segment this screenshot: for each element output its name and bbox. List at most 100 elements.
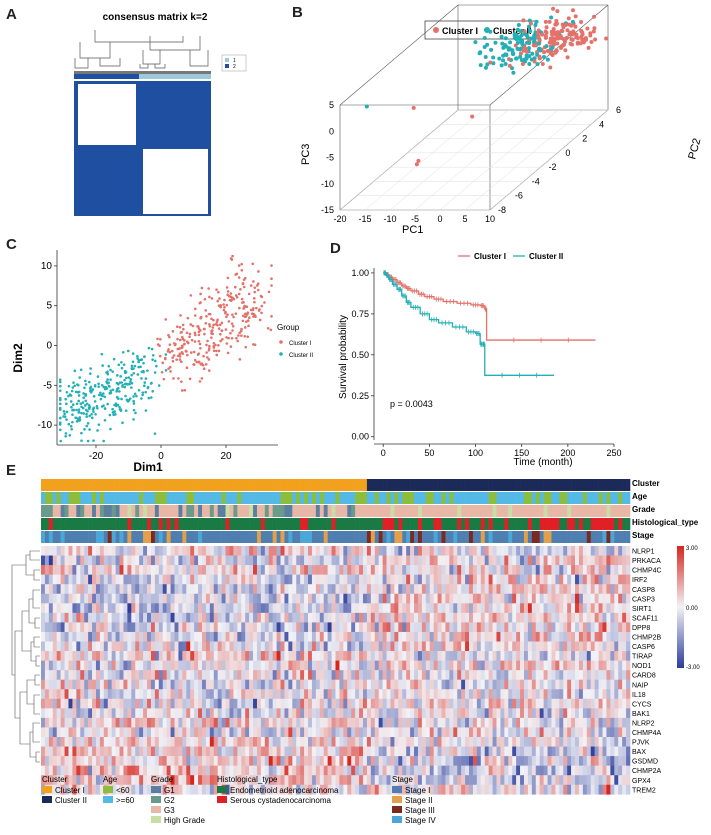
tsne-point-cluster2	[147, 396, 151, 400]
tsne-point-cluster2	[149, 382, 153, 385]
tsne-point-cluster2	[121, 385, 124, 388]
tsne-point-cluster2	[164, 353, 168, 356]
pca-point	[593, 37, 598, 42]
tsne-point-cluster1	[253, 290, 257, 294]
tsne-point-cluster1	[210, 317, 213, 321]
tsne-point-cluster1	[207, 346, 211, 350]
tsne-point-cluster2	[86, 422, 90, 425]
panel-letter-e: E	[6, 462, 17, 479]
tsne-point-cluster2	[117, 397, 120, 400]
pca-xtick: -15	[358, 214, 371, 224]
tsne-point-cluster2	[88, 387, 92, 390]
tsne-point-cluster2	[131, 352, 135, 355]
legend-grade-label-3: G3	[164, 806, 175, 815]
tsne-point-cluster2	[80, 411, 83, 415]
tsne-point-cluster1	[158, 354, 162, 358]
pca-point	[470, 114, 475, 119]
tsne-point-cluster1	[180, 380, 183, 383]
pca-point	[544, 25, 549, 30]
pca-point	[544, 44, 549, 49]
tsne-point-cluster1	[235, 336, 238, 340]
tsne-point-cluster1	[156, 337, 159, 341]
pca-point	[524, 49, 529, 54]
tsne-point-cluster2	[94, 412, 97, 416]
tsne-point-cluster1	[241, 319, 245, 323]
tsne-point-cluster1	[181, 323, 185, 327]
tsne-point-cluster2	[120, 360, 123, 364]
pca-point	[569, 42, 574, 47]
tsne-point-cluster1	[210, 332, 213, 335]
heatmap-row-labels: NLRP1 PRKACA CHMP4C IRF2 CASP8 CASP3 SIRT1 SCAF…	[632, 549, 662, 795]
tsne-point-cluster1	[215, 288, 218, 291]
tsne-point-cluster2	[132, 395, 135, 398]
pca-point	[524, 56, 529, 61]
tsne-point-cluster1	[257, 309, 261, 312]
pca-point	[573, 14, 578, 19]
pca-point	[497, 56, 502, 61]
pca-point	[536, 41, 541, 46]
pca-point	[528, 29, 533, 34]
tsne-point-cluster2	[70, 405, 73, 409]
pca-point	[552, 42, 557, 47]
tsne-point-cluster2	[116, 403, 120, 407]
pca-point	[414, 162, 419, 167]
tsne-point-cluster2	[137, 360, 140, 364]
heatmap-annotation-tracks	[41, 479, 631, 543]
tsne-point-cluster2	[102, 392, 105, 395]
pca-ylabel: PC2	[686, 137, 703, 161]
tsne-point-cluster1	[185, 366, 189, 370]
tsne-point-cluster2	[100, 405, 104, 408]
tsne-point-cluster2	[97, 423, 101, 426]
tsne-legend-label-cluster1: Cluster I	[289, 341, 312, 347]
tsne-axes: -20 0 20 -10 -5 0 5 10	[38, 250, 278, 462]
heatmap-row-label: PJVK	[632, 740, 650, 747]
tsne-point-cluster2	[109, 389, 113, 392]
panel-letter-c: C	[6, 236, 17, 253]
tsne-point-cluster1	[263, 301, 266, 304]
tsne-legend-title: Group	[277, 323, 300, 332]
consensus-matrix-panel: consensus matrix k=2 1 2	[74, 12, 247, 216]
tsne-point-cluster2	[144, 409, 148, 412]
tsne-point-cluster2	[143, 355, 146, 358]
tsne-point-cluster2	[104, 385, 108, 389]
tsne-point-cluster2	[76, 390, 80, 394]
tsne-point-cluster2	[63, 415, 67, 418]
pca-point	[488, 29, 493, 34]
heatmap-row-label: BAK1	[632, 711, 650, 718]
pca-point	[518, 54, 523, 59]
pca-point	[524, 33, 529, 38]
tsne-point-cluster1	[200, 362, 204, 365]
tsne-point-cluster2	[75, 402, 79, 406]
track-label-histological-type: Histological_type	[632, 518, 699, 527]
pca-point	[531, 43, 536, 48]
tsne-point-cluster2	[67, 422, 71, 426]
legend-cluster-swatch-1	[42, 786, 52, 793]
tsne-point-cluster1	[180, 330, 183, 334]
tsne-point-cluster2	[153, 359, 157, 363]
pca-point	[537, 56, 542, 61]
tsne-point-cluster1	[237, 292, 241, 296]
tsne-point-cluster2	[58, 428, 62, 432]
pca-point	[516, 23, 521, 28]
survival-ytick: 0.50	[351, 350, 369, 360]
pca-point	[533, 23, 538, 28]
legend-cluster-swatch-2	[42, 796, 52, 803]
tsne-point-cluster2	[82, 396, 85, 399]
tsne-point-cluster1	[202, 354, 205, 358]
pca-point	[523, 46, 528, 51]
heatmap-row-label: CASP6	[632, 644, 655, 651]
tsne-point-cluster1	[252, 280, 255, 283]
tsne-point-cluster1	[216, 299, 220, 303]
tsne-point-cluster1	[179, 338, 182, 342]
tsne-point-cluster1	[223, 298, 226, 302]
tsne-point-cluster2	[58, 402, 62, 406]
tsne-point-cluster2	[72, 381, 75, 384]
tsne-point-cluster1	[217, 344, 220, 347]
tsne-point-cluster1	[204, 321, 208, 325]
pca-point	[583, 36, 588, 41]
pca-point	[542, 50, 547, 55]
tsne-point-cluster1	[199, 346, 202, 350]
tsne-point-cluster1	[259, 294, 263, 298]
pca-ytick: -4	[532, 176, 540, 186]
tsne-point-cluster1	[210, 336, 213, 339]
